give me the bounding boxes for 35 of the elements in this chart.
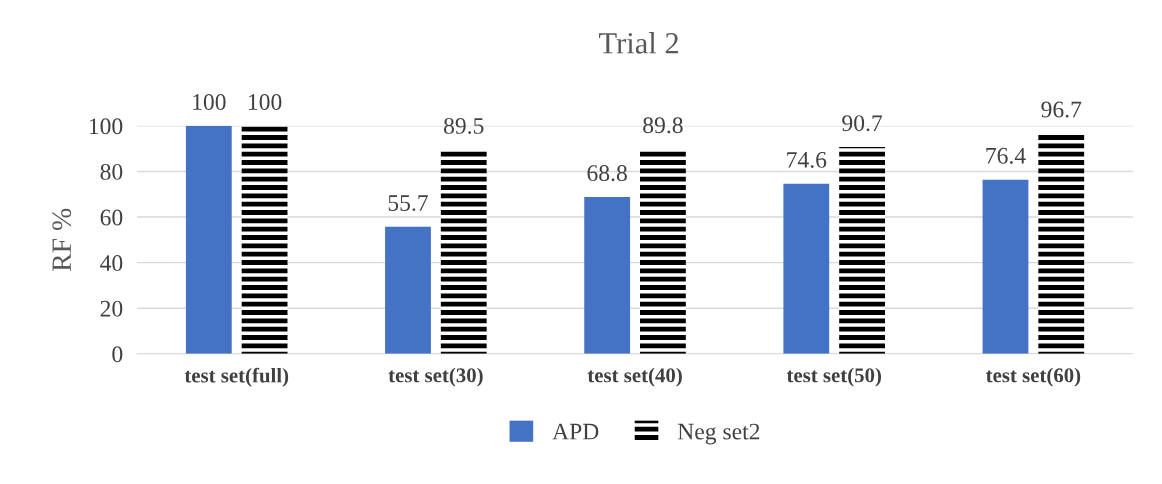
bar (241, 125, 288, 354)
bar (440, 149, 487, 354)
legend-label: APD (552, 423, 599, 440)
y-tick-label: 100 (89, 118, 123, 135)
y-tick-label: 0 (112, 346, 123, 363)
x-tick-label: test set(30) (388, 367, 483, 387)
y-tick-label: 40 (100, 255, 123, 272)
data-label: 89.8 (643, 117, 683, 134)
bar (783, 183, 830, 354)
data-label: 74.6 (787, 151, 827, 168)
bar (1038, 133, 1085, 354)
data-label: 89.5 (443, 117, 484, 134)
x-tick-label: test set(full) (184, 367, 289, 387)
data-label: 55.7 (388, 195, 428, 212)
y-tick-label: 80 (100, 163, 123, 180)
data-label: 100 (193, 94, 226, 110)
data-label: 100 (248, 94, 282, 110)
bar (982, 179, 1029, 354)
data-label: 96.7 (1041, 101, 1082, 118)
data-label: 76.4 (986, 147, 1026, 164)
x-tick-label: test set(50) (786, 367, 881, 387)
legend-label: Neg set2 (677, 423, 760, 445)
data-label: 68.8 (587, 165, 627, 182)
bar (584, 196, 631, 354)
bar (640, 149, 686, 354)
x-tick-label: test set(60) (985, 367, 1081, 387)
y-tick-label: 60 (100, 209, 123, 226)
bar (839, 147, 885, 354)
y-axis-title: RF % (52, 208, 72, 272)
y-tick-label: 20 (100, 300, 123, 317)
x-tick-label: test set(40) (587, 367, 682, 387)
data-label: 90.7 (842, 115, 883, 132)
bar (385, 226, 431, 354)
chart-title: Trial 2 (599, 32, 679, 54)
bar (185, 125, 232, 354)
